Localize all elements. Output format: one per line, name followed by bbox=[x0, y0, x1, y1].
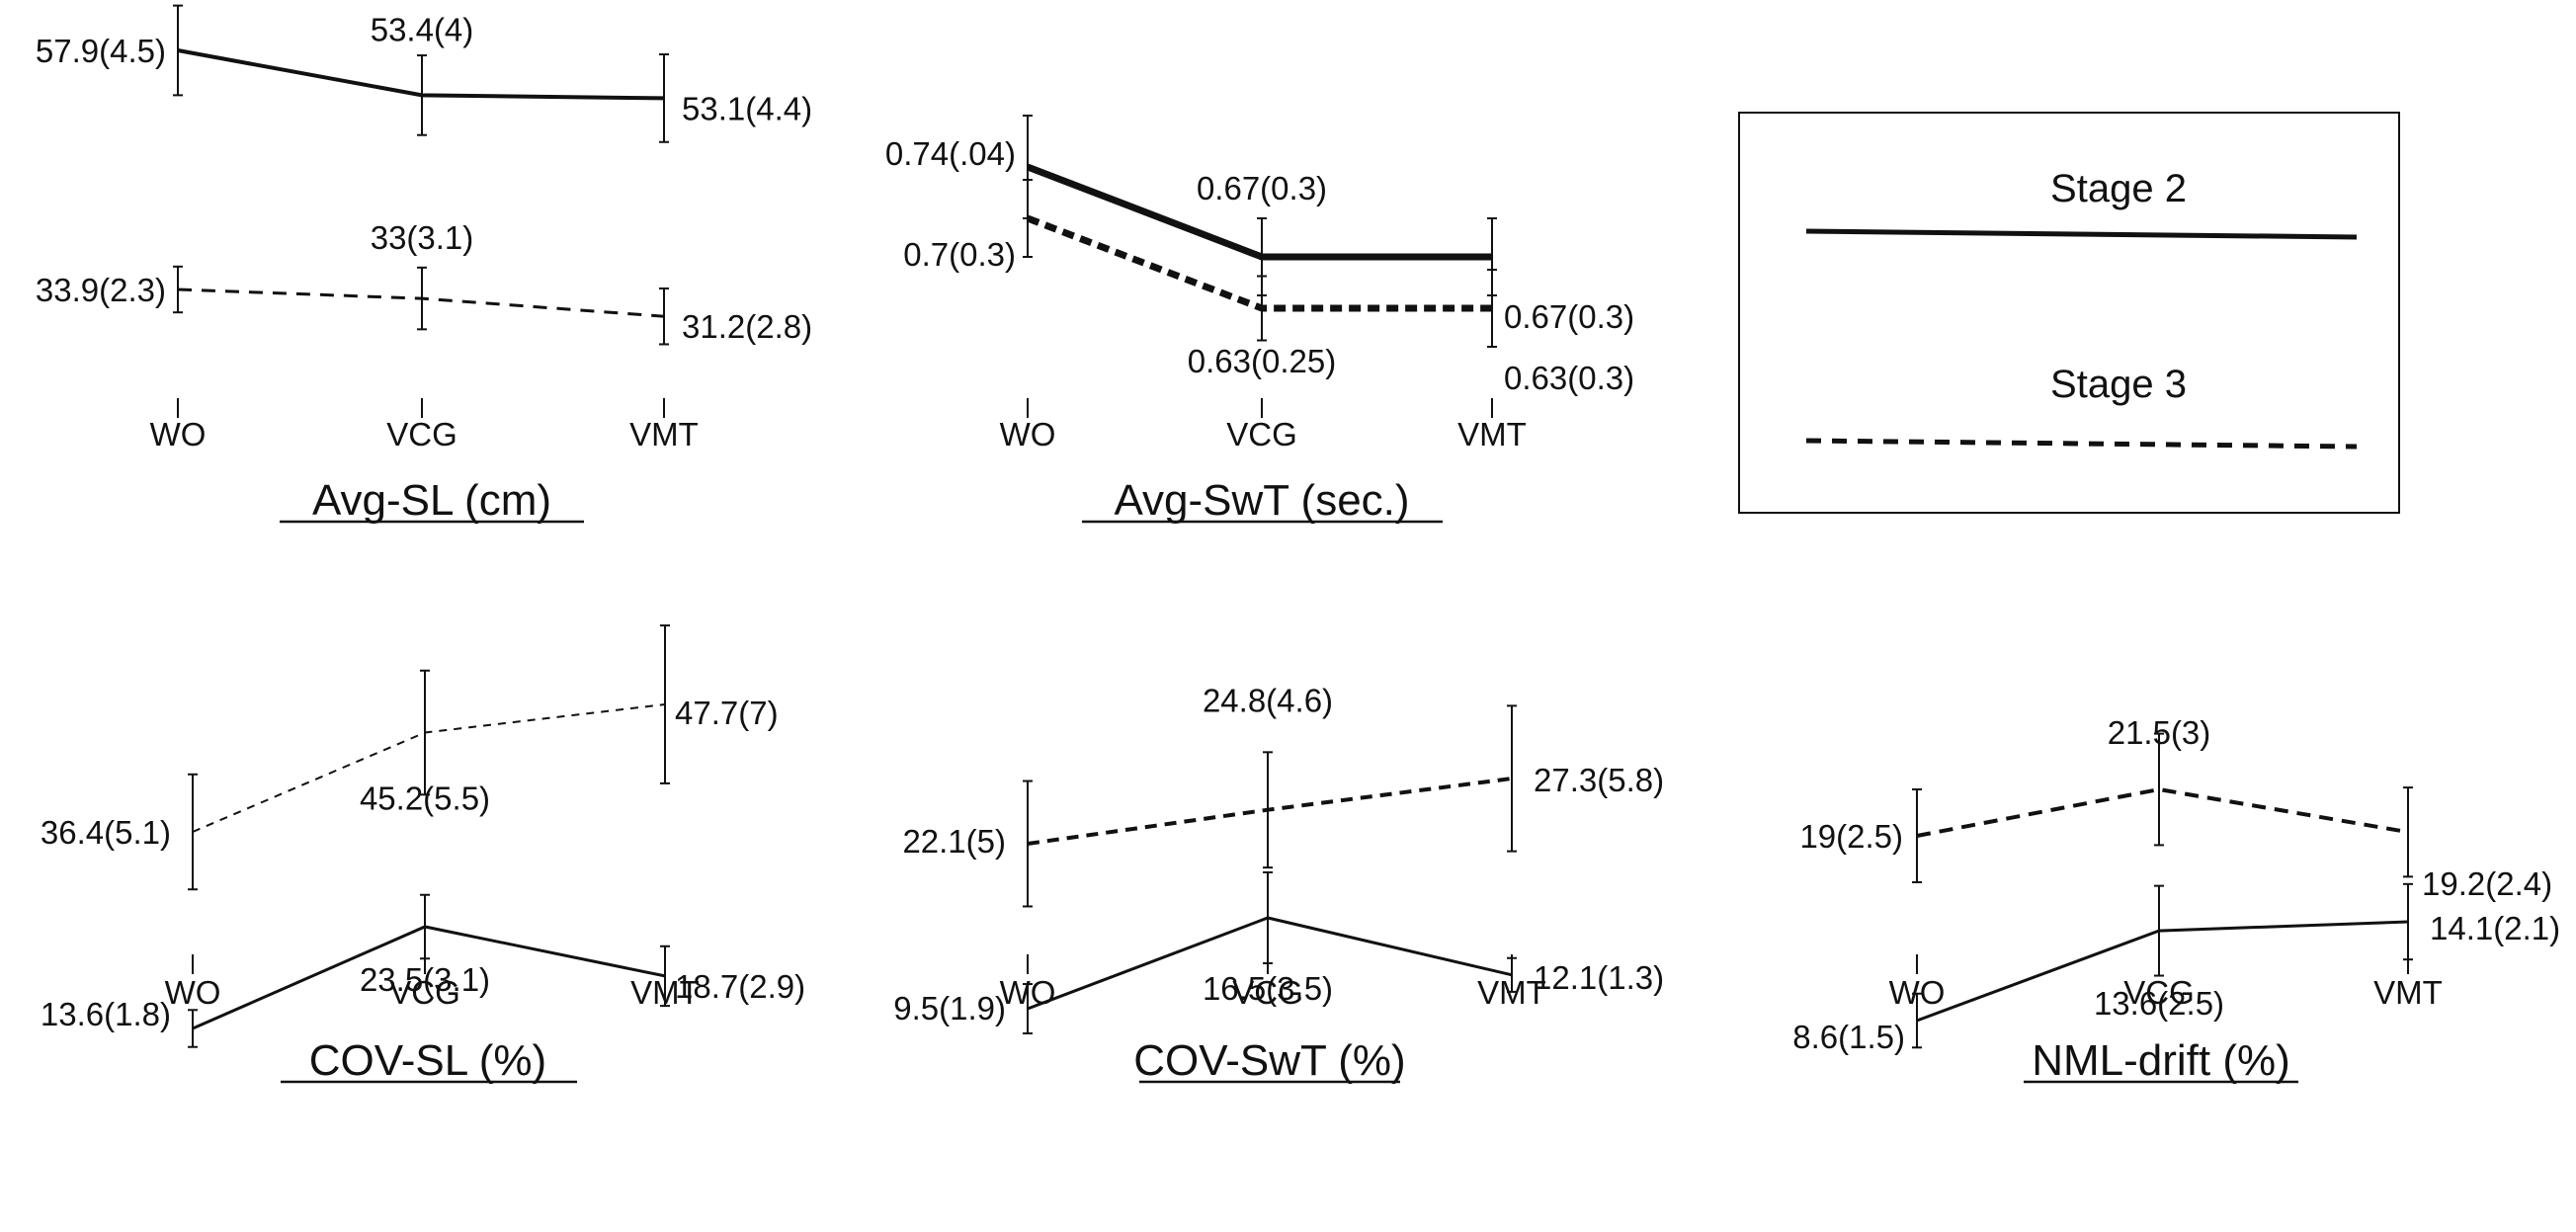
data-label: 0.7(0.3) bbox=[903, 236, 1016, 273]
panel-title: NML-drift (%) bbox=[2032, 1036, 2290, 1085]
series-stage-3: 22.1(5) 24.8(4.6) 27.3(5.8) bbox=[902, 683, 1664, 908]
panel-title: COV-SL (%) bbox=[309, 1036, 546, 1085]
data-label: 24.8(4.6) bbox=[1203, 683, 1333, 719]
legend-label-stage-3: Stage 3 bbox=[2050, 363, 2187, 406]
x-tick-label: WO bbox=[150, 416, 207, 452]
legend-line-stage-2 bbox=[1805, 228, 2358, 240]
panel-title: COV-SwT (%) bbox=[1133, 1036, 1405, 1085]
data-label: 33(3.1) bbox=[371, 219, 474, 256]
data-label: 0.63(0.25) bbox=[1188, 343, 1336, 379]
data-label: 0.63(0.3) bbox=[1504, 360, 1634, 396]
data-label: 0.67(0.3) bbox=[1504, 298, 1634, 335]
x-tick-label: WO bbox=[165, 974, 221, 1011]
x-tick-label: VMT bbox=[2373, 974, 2443, 1011]
x-tick-label: VCG bbox=[1226, 416, 1297, 452]
x-tick-label: VCG bbox=[389, 974, 460, 1011]
x-tick-label: VCG bbox=[2123, 974, 2195, 1011]
data-label: 13.6(1.8) bbox=[41, 996, 171, 1032]
panel-avg-sl-cm: 57.9(4.5) 53.4(4) 53.1(4.4) 33.9(2.3) 33(3.1… bbox=[36, 4, 812, 525]
series-stage-3: 0.7(0.3) 0.63(0.25) 0.63(0.3) bbox=[903, 179, 1634, 396]
data-label: 19.2(2.4) bbox=[2422, 865, 2552, 902]
panel-avg-swt-sec: 0.74(.04) 0.67(0.3) 0.67(0.3) 0.7(0.3) 0.63(… bbox=[885, 115, 1634, 525]
series-stage-3: 19(2.5) 21.5(3) 19.2(2.4) bbox=[1799, 714, 2552, 902]
data-label: 19(2.5) bbox=[1799, 818, 1903, 855]
data-label: 16.5(3.5) bbox=[1203, 970, 1333, 1007]
series-stage-2: 57.9(4.5) 53.4(4) 53.1(4.4) bbox=[36, 4, 812, 143]
data-label: 0.67(0.3) bbox=[1197, 170, 1327, 206]
x-tick-label: VMT bbox=[630, 974, 700, 1011]
x-tick-label: VCG bbox=[386, 416, 457, 452]
data-label: 27.3(5.8) bbox=[1534, 762, 1664, 798]
legend-line-stage-3 bbox=[1805, 438, 2358, 450]
series-stage-2: 8.6(1.5) 13.6(2.5) 14.1(2.1) bbox=[1792, 882, 2560, 1055]
data-label: 31.2(2.8) bbox=[682, 308, 812, 345]
series-stage-2: 9.5(1.9) 16.5(3.5) 12.1(1.3) bbox=[893, 871, 1664, 1034]
x-tick-label: WO bbox=[1000, 974, 1056, 1011]
series-stage-2: 13.6(1.8)23.5(3.1) 18.7(2.9) bbox=[41, 893, 805, 1048]
data-label: 57.9(4.5) bbox=[36, 33, 166, 69]
x-tick-label: VCG bbox=[1232, 974, 1303, 1011]
panels: 57.9(4.5) 53.4(4) 53.1(4.4) 33.9(2.3) 33(3.1… bbox=[36, 4, 2560, 1085]
series-line-stage-3 bbox=[1027, 777, 1513, 846]
data-label: 12.1(1.3) bbox=[1534, 959, 1664, 996]
data-label: 53.1(4.4) bbox=[682, 90, 812, 126]
panel-cov-sl: 13.6(1.8)23.5(3.1) 18.7(2.9) 36.4(5.1) 45.2… bbox=[41, 624, 805, 1085]
data-label: 47.7(7) bbox=[675, 695, 779, 731]
panel-title: Avg-SwT (sec.) bbox=[1114, 476, 1409, 525]
series-line-stage-3 bbox=[1916, 786, 2409, 838]
data-label: 14.1(2.1) bbox=[2430, 910, 2560, 946]
x-tick-label: VMT bbox=[1457, 416, 1527, 452]
panel-nml-drift: 8.6(1.5) 13.6(2.5) 14.1(2.1) 19(2.5) 21.5(3)… bbox=[1792, 714, 2560, 1085]
x-tick-label: WO bbox=[1000, 416, 1056, 452]
data-label: 13.6(2.5) bbox=[2094, 985, 2224, 1022]
legend-label-stage-2: Stage 2 bbox=[2050, 167, 2187, 210]
data-label: 36.4(5.1) bbox=[41, 814, 171, 851]
panel-title: Avg-SL (cm) bbox=[312, 476, 551, 525]
data-label: 22.1(5) bbox=[902, 823, 1006, 860]
x-tick-label: VMT bbox=[629, 416, 699, 452]
data-label: 53.4(4) bbox=[371, 11, 474, 47]
data-label: 21.5(3) bbox=[2108, 714, 2211, 751]
data-label: 18.7(2.9) bbox=[675, 968, 805, 1005]
legend: Stage 2 Stage 3 bbox=[1738, 112, 2400, 514]
legend-frame bbox=[1738, 112, 2400, 514]
x-tick-label: VMT bbox=[1477, 974, 1546, 1011]
series-stage-2: 0.74(.04) 0.67(0.3) 0.67(0.3) bbox=[885, 115, 1634, 335]
data-label: 33.9(2.3) bbox=[36, 272, 166, 308]
data-label: 0.74(.04) bbox=[885, 135, 1016, 172]
panel-cov-swt: 9.5(1.9) 16.5(3.5) 12.1(1.3) 22.1(5) 24.8(4.… bbox=[893, 683, 1664, 1085]
data-label: 8.6(1.5) bbox=[1792, 1019, 1905, 1055]
data-label: 9.5(1.9) bbox=[893, 990, 1006, 1027]
series-stage-3: 36.4(5.1) 45.2(5.5) 47.7(7) bbox=[41, 624, 779, 891]
x-tick-label: WO bbox=[1889, 974, 1946, 1011]
series-stage-3: 33.9(2.3) 33(3.1) 31.2(2.8) bbox=[36, 219, 812, 346]
data-label: 45.2(5.5) bbox=[360, 780, 490, 817]
